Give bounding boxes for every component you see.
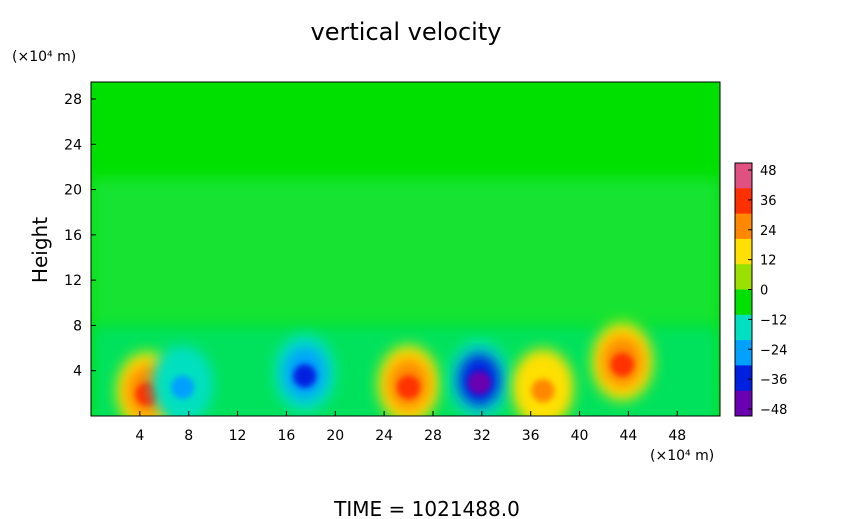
x-axis-unit: (×10⁴ m) bbox=[650, 448, 714, 464]
colorbar-label-2: 24 bbox=[760, 224, 777, 239]
colorbar-band-3 bbox=[735, 238, 752, 265]
y-tick-label-12: 12 bbox=[64, 273, 82, 289]
y-tick-label-16: 16 bbox=[64, 228, 82, 244]
colorbar-band-5 bbox=[735, 289, 752, 316]
x-tick-label-24: 24 bbox=[375, 428, 393, 444]
feature-core-5 bbox=[531, 378, 555, 403]
y-tick-label-8: 8 bbox=[73, 318, 82, 334]
feature-core-4 bbox=[467, 371, 491, 395]
colorbar-label-3: 12 bbox=[760, 254, 777, 269]
y-tick-label-24: 24 bbox=[64, 137, 82, 153]
y-axis-label: Height bbox=[28, 217, 52, 283]
y-tick-label-20: 20 bbox=[64, 183, 82, 199]
colorbar-band-1 bbox=[735, 188, 752, 215]
colorbar-label-0: 48 bbox=[760, 164, 777, 179]
x-tick-label-16: 16 bbox=[278, 428, 296, 444]
plot-frame bbox=[90, 81, 721, 417]
colorbar-band-2 bbox=[735, 213, 752, 240]
x-tick-label-12: 12 bbox=[229, 428, 247, 444]
x-tick-label-48: 48 bbox=[668, 428, 686, 444]
x-tick-label-40: 40 bbox=[571, 428, 589, 444]
feature-core-1 bbox=[171, 375, 195, 399]
x-tick-label-20: 20 bbox=[326, 428, 344, 444]
feature-core-3 bbox=[397, 375, 421, 399]
y-axis-unit: (×10⁴ m) bbox=[12, 49, 76, 65]
footer-time: TIME = 1021488.0 bbox=[333, 497, 520, 519]
x-tick-label-8: 8 bbox=[184, 428, 193, 444]
colorbar-band-6 bbox=[735, 314, 752, 341]
colorbar-band-9 bbox=[735, 390, 752, 417]
feature-core-6 bbox=[610, 352, 634, 377]
x-tick-label-32: 32 bbox=[473, 428, 491, 444]
x-tick-label-4: 4 bbox=[135, 428, 144, 444]
colorbar-label-7: −36 bbox=[760, 373, 787, 388]
y-tick-label-28: 28 bbox=[64, 92, 82, 108]
colorbar-label-1: 36 bbox=[760, 194, 777, 209]
y-axis: 4 8 12 16 20 24 28 bbox=[64, 92, 96, 380]
colorbar-label-4: 0 bbox=[760, 284, 768, 299]
field-layer-mid bbox=[91, 178, 720, 326]
feature-core-2 bbox=[293, 364, 317, 388]
colorbar: 48 36 24 12 0 −12 −24 −36 −48 bbox=[734, 162, 787, 418]
chart-title: vertical velocity bbox=[311, 18, 502, 46]
colorbar-band-0 bbox=[735, 163, 752, 189]
colorbar-band-4 bbox=[735, 264, 752, 290]
colorbar-label-6: −24 bbox=[760, 343, 787, 358]
x-axis: 4 8 12 16 20 24 28 32 36 40 44 48 bbox=[135, 411, 686, 444]
x-tick-label-28: 28 bbox=[424, 428, 442, 444]
colorbar-band-8 bbox=[735, 365, 752, 392]
colorbar-label-5: −12 bbox=[760, 313, 787, 328]
x-tick-label-36: 36 bbox=[522, 428, 540, 444]
y-tick-label-4: 4 bbox=[73, 364, 82, 380]
plot-area bbox=[91, 82, 720, 416]
colorbar-label-8: −48 bbox=[760, 403, 787, 418]
x-tick-label-44: 44 bbox=[619, 428, 637, 444]
colorbar-band-7 bbox=[735, 340, 752, 366]
